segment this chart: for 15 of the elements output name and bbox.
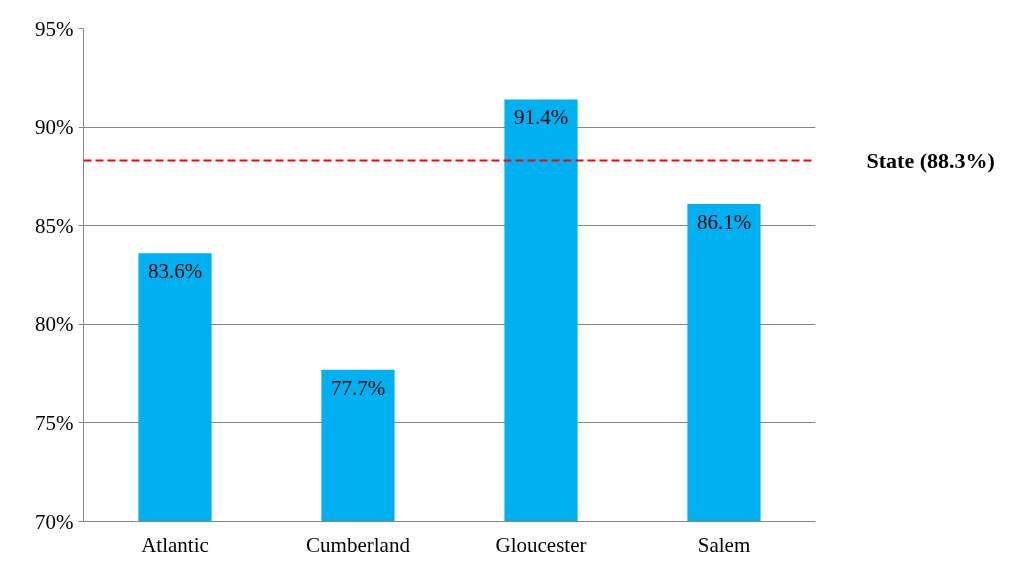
y-tick-label: 80% [35, 312, 74, 337]
y-tick-label: 90% [35, 115, 74, 140]
x-tick-label: Cumberland [306, 532, 411, 557]
x-tick-label: Gloucester [495, 532, 587, 557]
y-tick-label: 70% [35, 509, 74, 534]
data-label: 86.1% [696, 210, 752, 235]
data-label: 77.7% [330, 375, 386, 400]
x-tick-label: Salem [697, 532, 751, 557]
y-tick-label: 95% [35, 16, 74, 41]
data-label: 91.4% [513, 105, 569, 130]
ref-line-label: State (88.3%) [866, 148, 995, 174]
y-tick-label: 75% [35, 410, 74, 435]
x-tick-label: Atlantic [141, 532, 209, 557]
y-tick-label: 85% [35, 213, 74, 238]
data-label: 83.6% [147, 259, 203, 284]
